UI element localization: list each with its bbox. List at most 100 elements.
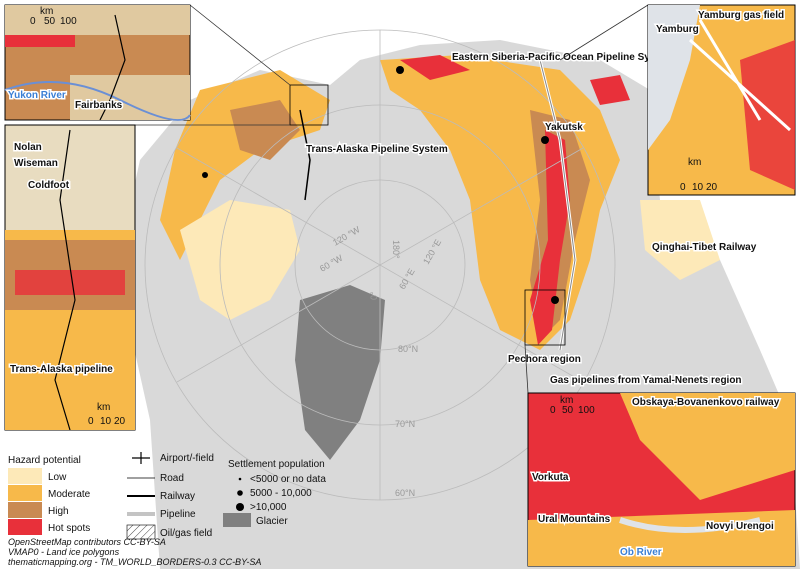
river-label: Ob River — [620, 547, 662, 558]
legend: Hazard potential Low Moderate High Hot spot… — [8, 452, 326, 540]
scale-unit: km — [560, 395, 573, 406]
pipeline — [299, 109, 311, 201]
map-label: Pechora region — [508, 354, 581, 365]
coastal-hotspots — [400, 55, 630, 105]
place-label: Fairbanks — [75, 100, 123, 111]
hazard-swatch — [8, 485, 42, 501]
settlement-dot — [541, 136, 549, 144]
legend-label: Road — [160, 473, 184, 484]
scale-label: 0 — [30, 16, 36, 27]
oil-gas-symbol — [126, 524, 156, 540]
place-label: Novyi Urengoi — [706, 521, 774, 532]
road — [99, 14, 126, 121]
map-label: Gas pipelines from Yamal-Nenets region — [550, 375, 742, 386]
terrain — [5, 5, 190, 35]
legend-label: <5000 or no data — [250, 474, 326, 485]
siberia-hotspots — [530, 130, 570, 345]
legend-label: Pipeline — [160, 509, 196, 520]
legend-label: Railway — [160, 491, 195, 502]
hotspot-zone — [740, 40, 795, 190]
scale-label: 100 — [60, 16, 77, 27]
hazard-swatch — [8, 502, 42, 518]
place-label: Yamburg gas field — [698, 10, 784, 21]
graticule-label: 80°N — [398, 344, 418, 354]
scale-unit: km — [688, 157, 701, 168]
legend-label: High — [48, 506, 69, 517]
glacier-symbol — [223, 513, 251, 527]
river — [619, 517, 761, 533]
scale-label: 20 — [706, 182, 718, 193]
scale-label: 50 — [44, 16, 56, 27]
scale-label: 0 — [680, 182, 686, 193]
settlement-small — [238, 477, 242, 481]
hazard-swatch — [8, 519, 42, 535]
settlement-large — [236, 503, 244, 511]
map-label: Qinghai-Tibet Railway — [652, 242, 757, 253]
alaska-high — [230, 100, 300, 160]
terrain — [70, 75, 190, 120]
scale-label: 10 — [100, 416, 112, 427]
hotspot-zone — [15, 270, 125, 295]
legend-label: Airport/-field — [160, 453, 214, 464]
place-label: Nolan — [14, 142, 42, 153]
canada-low — [180, 200, 300, 320]
pipeline — [54, 129, 76, 431]
place-label: Obskaya-Bovanenkovo railway — [632, 397, 780, 408]
scale-label: 100 — [578, 405, 595, 416]
settlement-medium — [237, 490, 243, 496]
greenland-glacier — [295, 285, 385, 460]
legend-label: Oil/gas field — [160, 528, 212, 539]
inset-connector — [135, 4, 649, 394]
inset-yamburg: Yamburg Yamburg gas field km 0 10 20 — [647, 4, 796, 196]
legend-label: Moderate — [48, 489, 91, 500]
place-label: Vorkuta — [532, 472, 569, 483]
legend-label: Glacier — [256, 516, 288, 527]
hotspot-patch — [5, 35, 75, 47]
river — [4, 81, 191, 121]
pipeline-route-core — [539, 59, 576, 351]
moderate-zone — [620, 393, 795, 500]
credit: thematicmapping.org - TM_WORLD_BORDERS-0… — [8, 557, 261, 567]
tibet-permafrost — [640, 200, 720, 280]
graticule-label: 180° — [391, 240, 401, 259]
credit: VMAP0 - Land ice polygons — [8, 547, 120, 557]
settlement-dot — [551, 296, 559, 304]
inset-fairbanks: km 0 50 100 Yukon River Fairbanks — [4, 4, 191, 121]
credit: OpenStreetMap contributors CC-BY-SA — [8, 537, 166, 547]
inset-yamal: km 0 50 100 Obskaya-Bovanenkovo railway … — [527, 392, 796, 567]
map-label: Trans-Alaska Pipeline System — [306, 144, 448, 155]
scale-label: 10 — [692, 182, 704, 193]
place-label: Coldfoot — [28, 180, 70, 191]
place-label: Ural Mountains — [538, 514, 611, 525]
legend-title: Hazard potential — [8, 455, 81, 466]
inset-frame-marker — [289, 84, 329, 126]
water — [648, 5, 700, 150]
scale-label: 0 — [550, 405, 556, 416]
scale-label: 20 — [114, 416, 126, 427]
graticule-label: 70°N — [395, 419, 415, 429]
airport-symbol — [132, 452, 150, 464]
legend-label: 5000 - 10,000 — [250, 488, 312, 499]
map-label: Yakutsk — [545, 122, 583, 133]
river-label: Yukon River — [8, 90, 66, 101]
scale-label: 0 — [88, 416, 94, 427]
place-label: Trans-Alaska pipeline — [10, 364, 113, 375]
place-label: Wiseman — [14, 158, 58, 169]
legend-label: >10,000 — [250, 502, 287, 513]
settlement-dot — [396, 66, 404, 74]
legend-title: Settlement population — [228, 459, 325, 470]
pipeline — [688, 19, 792, 132]
place-label: Yamburg — [656, 24, 699, 35]
legend-label: Hot spots — [48, 523, 90, 534]
inset-coldfoot: Nolan Wiseman Coldfoot Trans-Alaska pipe… — [4, 124, 136, 431]
scale-label: 50 — [562, 405, 574, 416]
map-label: Eastern Siberia-Pacific Ocean Pipeline S… — [452, 52, 673, 63]
legend-label: Low — [48, 472, 67, 483]
inset-frame-marker — [524, 289, 566, 346]
settlement-dot — [202, 172, 208, 178]
scale-unit: km — [40, 6, 53, 17]
scale-unit: km — [97, 402, 110, 413]
graticule-label: 0° — [369, 291, 379, 300]
graticule-label: 60°N — [395, 488, 415, 498]
